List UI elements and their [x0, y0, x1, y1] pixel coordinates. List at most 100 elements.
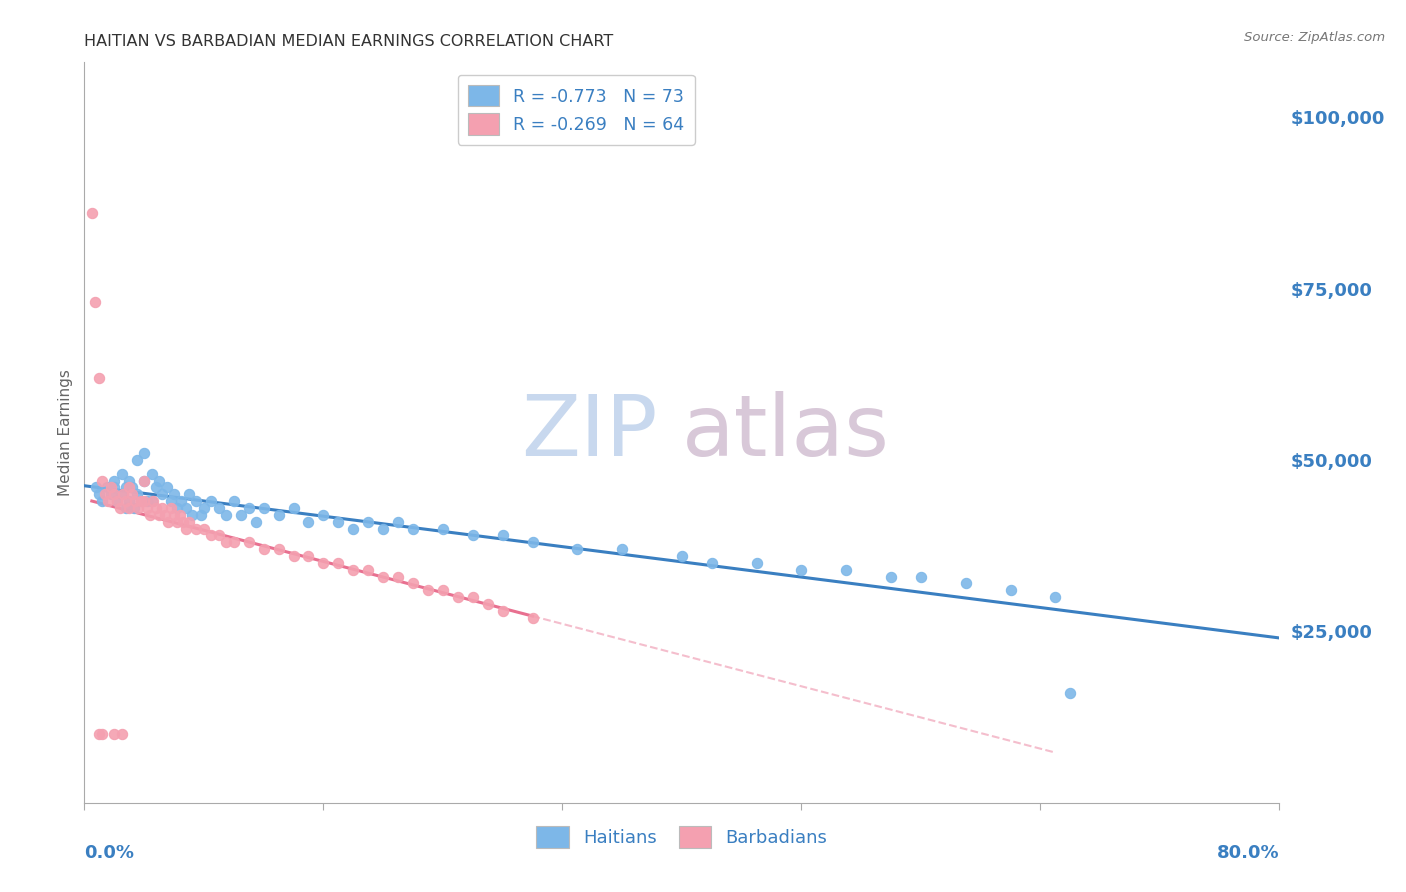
Point [145, 480, 167, 494]
Point [121, 480, 143, 494]
Point [790, 563, 813, 577]
Point [342, 563, 364, 577]
Point [80, 206, 103, 220]
Point [447, 590, 470, 604]
Point [297, 515, 319, 529]
Point [181, 508, 204, 522]
Point [110, 501, 132, 516]
Point [238, 535, 260, 549]
Point [136, 501, 159, 516]
Point [612, 542, 634, 557]
Point [1000, 583, 1022, 598]
Point [222, 535, 245, 549]
Point [127, 501, 149, 516]
Point [432, 583, 454, 598]
Point [267, 542, 290, 557]
Point [432, 522, 454, 536]
Point [215, 508, 238, 522]
Point [115, 501, 138, 516]
Point [461, 528, 484, 542]
Point [190, 508, 212, 522]
Point [103, 474, 125, 488]
Point [172, 515, 194, 529]
Point [129, 494, 152, 508]
Point [1059, 686, 1081, 700]
Point [222, 494, 245, 508]
Point [880, 569, 903, 583]
Point [267, 508, 290, 522]
Point [1045, 590, 1067, 604]
Point [373, 522, 395, 536]
Point [492, 604, 515, 618]
Point [200, 528, 222, 542]
Point [145, 501, 167, 516]
Point [142, 494, 165, 508]
Point [118, 480, 141, 494]
Point [132, 446, 156, 460]
Point [124, 494, 146, 508]
Point [671, 549, 693, 563]
Point [155, 480, 177, 494]
Point [522, 610, 544, 624]
Point [141, 467, 163, 481]
Point [163, 487, 186, 501]
Text: atlas: atlas [682, 391, 890, 475]
Point [132, 494, 156, 508]
Point [238, 501, 260, 516]
Point [94, 487, 117, 501]
Point [97, 494, 120, 508]
Point [118, 501, 141, 516]
Point [83, 295, 105, 310]
Point [567, 542, 589, 557]
Point [700, 556, 723, 570]
Point [150, 487, 173, 501]
Point [105, 494, 128, 508]
Point [253, 542, 276, 557]
Text: ZIP: ZIP [522, 391, 658, 475]
Point [328, 556, 350, 570]
Text: 0.0%: 0.0% [84, 844, 135, 862]
Point [193, 501, 215, 516]
Point [373, 569, 395, 583]
Point [89, 487, 111, 501]
Text: 80.0%: 80.0% [1216, 844, 1279, 862]
Point [910, 569, 932, 583]
Point [103, 480, 125, 494]
Point [477, 597, 499, 611]
Point [91, 727, 114, 741]
Point [115, 494, 138, 508]
Point [215, 535, 238, 549]
Point [89, 727, 111, 741]
Point [416, 583, 439, 598]
Point [121, 487, 143, 501]
Point [231, 508, 253, 522]
Point [208, 501, 231, 516]
Point [169, 508, 191, 522]
Point [141, 494, 163, 508]
Point [118, 494, 141, 508]
Point [136, 494, 159, 508]
Point [105, 494, 128, 508]
Point [402, 576, 425, 591]
Point [461, 590, 484, 604]
Point [160, 501, 183, 516]
Point [745, 556, 768, 570]
Point [170, 494, 193, 508]
Y-axis label: Median Earnings: Median Earnings [58, 369, 73, 496]
Point [148, 474, 170, 488]
Point [111, 467, 134, 481]
Point [328, 515, 350, 529]
Point [125, 487, 148, 501]
Point [111, 487, 134, 501]
Point [115, 480, 138, 494]
Point [150, 501, 173, 516]
Point [186, 522, 208, 536]
Point [96, 480, 118, 494]
Point [139, 508, 162, 522]
Point [357, 563, 380, 577]
Point [166, 501, 188, 516]
Point [157, 515, 180, 529]
Point [166, 515, 188, 529]
Point [91, 474, 114, 488]
Point [283, 549, 305, 563]
